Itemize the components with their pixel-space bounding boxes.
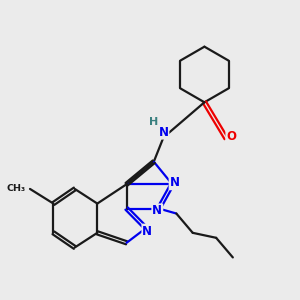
Text: N: N: [169, 176, 180, 189]
Text: N: N: [158, 126, 169, 139]
Text: N: N: [152, 204, 162, 218]
Text: N: N: [142, 225, 152, 238]
Text: O: O: [226, 130, 236, 143]
Text: H: H: [149, 117, 159, 127]
Text: CH₃: CH₃: [7, 184, 26, 193]
